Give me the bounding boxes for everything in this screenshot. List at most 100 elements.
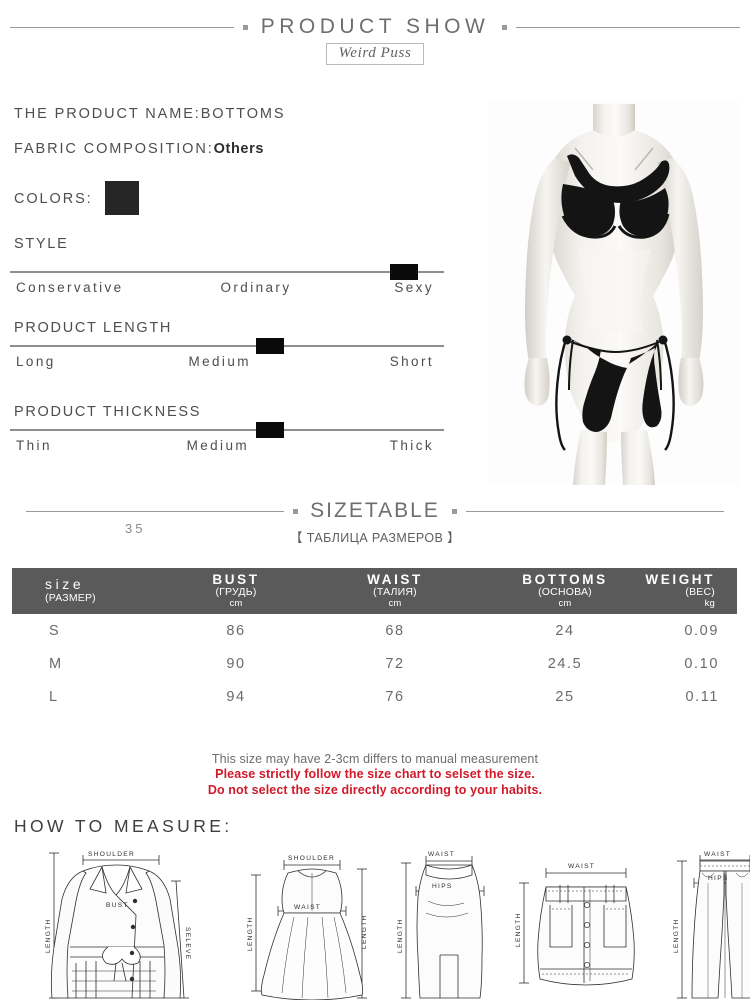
cell-size: S (49, 622, 61, 639)
figure-mini-skirt: WAIST LENGTH (510, 843, 658, 1000)
figure-dress: SHOULDER WAIST LENGTH LENGTH (236, 843, 384, 1000)
sizetable-dot-left (293, 508, 299, 514)
col-header-bottoms: BOTTOMS (ОСНОВА) cm (480, 572, 650, 609)
label-length: LENGTH (673, 918, 680, 953)
page-number: 35 (125, 521, 146, 536)
length-option-medium[interactable]: Medium (188, 354, 251, 369)
spec-fabric: FABRIC COMPOSITION:Others (14, 141, 264, 157)
col-header-weight-unit: kg (704, 598, 715, 610)
how-to-measure-title: HOW TO MEASURE: (14, 816, 233, 836)
length-slider-labels: Long Medium Short (10, 354, 444, 369)
cell-bottoms: 25 (555, 688, 575, 705)
brand-badge: Weird Puss (0, 43, 750, 65)
product-show-banner: PRODUCT SHOW (0, 14, 750, 40)
col-header-bust-unit: cm (229, 598, 243, 610)
length-option-short[interactable]: Short (389, 354, 434, 369)
label-length: LENGTH (515, 912, 522, 947)
thickness-slider[interactable]: Thin Medium Thick (10, 420, 444, 454)
col-header-weight-main: WEIGHT (645, 572, 715, 588)
note-not-habits: Do not select the size directly accordin… (207, 783, 543, 797)
cell-bust: 94 (226, 688, 246, 705)
thickness-option-thick[interactable]: Thick (389, 438, 434, 453)
table-row: L 94 76 25 0.11 (12, 680, 737, 713)
spec-length-label: PRODUCT LENGTH (14, 320, 173, 336)
length-option-long[interactable]: Long (16, 354, 56, 369)
thickness-slider-track (10, 429, 444, 431)
thickness-slider-knob[interactable] (256, 422, 284, 438)
col-header-size: size (РАЗМЕР) (12, 577, 162, 604)
cell-weight: 0.11 (685, 688, 719, 705)
col-header-weight: WEIGHT (BEC) kg (645, 572, 737, 610)
product-photo (489, 100, 739, 485)
cell-waist: 72 (385, 655, 405, 672)
figure-pencil-skirt: WAIST HIPS LENGTH (394, 843, 504, 1000)
banner-dot-right (502, 24, 508, 30)
col-header-bottoms-sub: (ОСНОВА) (538, 586, 592, 599)
style-slider-knob[interactable] (390, 264, 418, 280)
label-waist: WAIST (704, 851, 731, 858)
cell-size: M (49, 655, 63, 672)
sizetable-rule-left (26, 510, 285, 512)
label-bust: BUST (106, 902, 129, 909)
label-shoulder: SHOULDER (88, 851, 135, 858)
label-length: LENGTH (247, 916, 254, 951)
length-slider[interactable]: Long Medium Short (10, 336, 444, 370)
thickness-option-thin[interactable]: Thin (16, 438, 52, 453)
note-follow-chart: Please strictly follow the size chart to… (215, 767, 535, 781)
col-header-bust: BUST (ГРУДЬ) cm (162, 572, 310, 609)
label-hips: HIPS (708, 875, 729, 882)
table-row: M 90 72 24.5 0.10 (12, 647, 737, 680)
label-waist: WAIST (428, 851, 455, 858)
cell-bust: 86 (226, 622, 246, 639)
thickness-option-medium[interactable]: Medium (186, 438, 250, 453)
label-length: LENGTH (45, 918, 52, 953)
banner-rule-right (516, 26, 741, 28)
style-option-ordinary[interactable]: Ordinary (220, 280, 292, 295)
label-length-right: LENGTH (361, 914, 368, 949)
length-slider-knob[interactable] (256, 338, 284, 354)
style-option-sexy[interactable]: Sexy (394, 280, 434, 295)
style-slider-labels: Conservative Ordinary Sexy (10, 280, 444, 295)
spec-fabric-value: Others (213, 141, 264, 157)
figure-pants: WAIST HIPS LENGTH (666, 843, 750, 1000)
spec-colors-label: COLORS: (14, 191, 93, 207)
size-notes: This size may have 2-3cm differs to manu… (0, 752, 750, 798)
cell-weight: 0.09 (684, 622, 719, 639)
spec-product-name: THE PRODUCT NAME:BOTTOMS (14, 106, 285, 122)
label-hips: HIPS (432, 883, 453, 890)
col-header-bust-sub: (ГРУДЬ) (215, 586, 257, 599)
size-table: size (РАЗМЕР) BUST (ГРУДЬ) cm WAIST (ТАЛ… (12, 568, 737, 713)
style-slider[interactable]: Conservative Ordinary Sexy (10, 262, 444, 296)
label-seleve: SELEVE (184, 927, 191, 960)
figure-jacket: SHOULDER BUST LENGTH SELEVE (36, 843, 222, 1000)
spec-thickness-label: PRODUCT THICKNESS (14, 404, 202, 420)
cell-bottoms: 24.5 (547, 655, 583, 672)
sizetable-title: SIZETABLE (310, 499, 440, 522)
col-header-bottoms-unit: cm (558, 598, 572, 610)
col-header-size-main: size (45, 576, 85, 593)
table-row: S 86 68 24 0.09 (12, 614, 737, 647)
length-slider-track (10, 345, 444, 347)
cell-bottoms: 24 (555, 622, 575, 639)
col-header-waist-unit: cm (388, 598, 402, 610)
cell-weight: 0.10 (684, 655, 719, 672)
brand-name: Weird Puss (325, 43, 425, 65)
style-option-conservative[interactable]: Conservative (16, 280, 124, 295)
cell-bust: 90 (226, 655, 246, 672)
label-waist: WAIST (294, 904, 321, 911)
col-header-size-sub: (РАЗМЕР) (45, 591, 96, 604)
sizetable-rule-right (465, 510, 724, 512)
spec-product-name-value: BOTTOMS (200, 106, 286, 122)
measurement-figures: SHOULDER BUST LENGTH SELEVE (0, 843, 750, 1000)
col-header-bottoms-main: BOTTOMS (522, 572, 608, 588)
spec-fabric-label: FABRIC COMPOSITION: (14, 141, 214, 157)
spec-product-name-label: THE PRODUCT NAME: (14, 106, 201, 122)
col-header-waist-sub: (ТАЛИЯ) (373, 586, 417, 599)
size-table-header-row: size (РАЗМЕР) BUST (ГРУДЬ) cm WAIST (ТАЛ… (12, 568, 737, 614)
page-title: PRODUCT SHOW (260, 15, 490, 38)
style-slider-track (10, 271, 444, 273)
cell-size: L (49, 688, 59, 705)
color-swatch-black[interactable] (105, 181, 139, 215)
spec-style-label: STYLE (14, 236, 69, 252)
